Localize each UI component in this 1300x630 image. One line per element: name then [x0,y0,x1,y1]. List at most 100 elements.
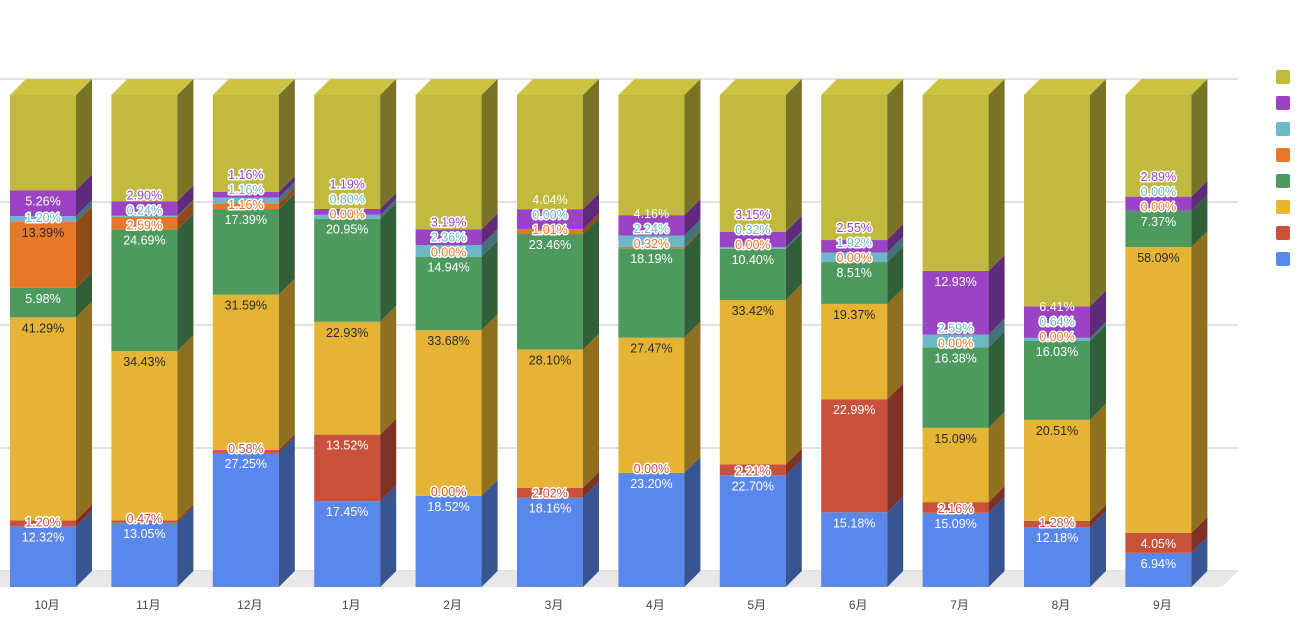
data-label: 22.99% [833,403,875,417]
bar-stack [1125,79,1208,587]
data-label: 8.51% [836,266,871,280]
bar-segment [922,427,989,503]
bar-segment-side [1090,511,1106,587]
bar-segment-side [76,504,92,527]
bar-segment [1024,95,1090,307]
data-label: 16.03% [1036,345,1078,359]
x-tick-label: 1月 [342,598,361,612]
bar-segment [314,214,381,219]
bar-segment [314,208,381,215]
data-labels: 12.32%1.20%41.29%5.98%13.39%1.20%5.26%13… [22,167,1180,571]
bar-segment [719,475,786,587]
bar-segment [618,95,685,216]
data-label: 23.20% [630,477,672,491]
data-label: 5.26% [25,194,60,208]
data-label: 20.95% [326,223,368,237]
bar-segment-side [1191,516,1208,553]
bar-segment-side [278,79,295,192]
bar-segment [10,526,76,587]
bar-segment [1024,306,1090,338]
bar-stack [821,79,904,587]
bar-stack [415,79,498,587]
data-label: 1.92% [836,236,871,250]
bar-segment-side [278,434,295,453]
data-label: 12.32% [22,530,64,544]
bar-segment-side [177,213,194,352]
bar-segment-top [821,79,904,95]
bar-segment [821,240,888,253]
data-label: 31.59% [225,299,267,313]
data-label: 0.47% [127,512,162,526]
bar-segment-side [278,181,295,204]
bar-segment [618,215,685,236]
bar-segment [111,216,178,230]
bar-segment [922,270,989,335]
bar-segment-top [719,79,802,95]
bar-segment [1125,95,1192,197]
data-label: 33.68% [427,334,469,348]
data-label: 2.16% [938,502,973,516]
data-label: 24.69% [123,234,165,248]
bar-segment-side [583,79,599,210]
data-label: 4.04% [532,193,567,207]
legend-swatch [1276,148,1290,162]
bar-segment-side [177,335,194,521]
bar-stack [517,79,599,587]
bar-segment-side [177,199,194,217]
data-label: 2.02% [532,487,567,501]
data-label: 27.47% [630,342,672,356]
bar-segment-side [380,485,397,587]
data-label: 1.28% [1039,516,1074,530]
bar-segment [1125,532,1192,553]
bar-segment-side [887,246,904,304]
data-label: 5.98% [25,292,60,306]
data-label: 0.00% [1141,185,1176,199]
x-tick-label: 6月 [849,598,868,612]
bar-segment-top [922,79,1005,95]
bar-segment-side [785,79,802,232]
bar-segment-side [380,79,397,209]
data-label: 0.58% [228,442,263,456]
data-label: 2.24% [634,222,669,236]
bar-segment [1024,341,1090,420]
bar-segment-side [177,79,194,202]
data-label: 0.00% [938,336,973,350]
bar-segment-side [785,284,802,465]
bar-segment-side [1090,403,1106,521]
x-tick-label: 5月 [747,598,766,612]
bar-segment [1125,247,1192,533]
legend[interactable] [1276,70,1290,266]
x-tick-label: 4月 [646,598,665,612]
legend-swatch [1276,96,1290,110]
data-label: 17.39% [225,213,267,227]
data-label: 22.93% [326,326,368,340]
bar-segment [111,215,178,217]
bar-segment [719,95,786,232]
bar-segment [10,520,76,527]
bar-segment-side [76,79,92,191]
bar-segment-side [684,199,701,236]
data-label: 0.64% [1039,315,1074,329]
bar-segment [517,209,583,230]
data-label: 10.40% [732,253,774,267]
data-label: 1.20% [25,211,60,225]
bar-segment-side [988,411,1005,503]
bar-segment [415,229,482,246]
data-label: 1.16% [228,198,263,212]
bar-segment [212,203,279,210]
bar-segment [111,95,178,202]
bar-segment [1125,210,1192,248]
bar-segment-top [1024,79,1106,95]
bar-segment [111,351,178,521]
bar-segment [10,95,76,191]
bar-segment-side [684,79,701,216]
data-label: 33.42% [732,304,774,318]
bar-segment-side [785,215,802,248]
data-label: 16.38% [934,351,976,365]
bar-segment-side [684,230,701,249]
bars [10,79,1208,587]
bar-segment-side [684,321,701,473]
bar-segment [111,229,178,352]
bar-segment-side [785,232,802,301]
data-label: 17.45% [326,505,368,519]
